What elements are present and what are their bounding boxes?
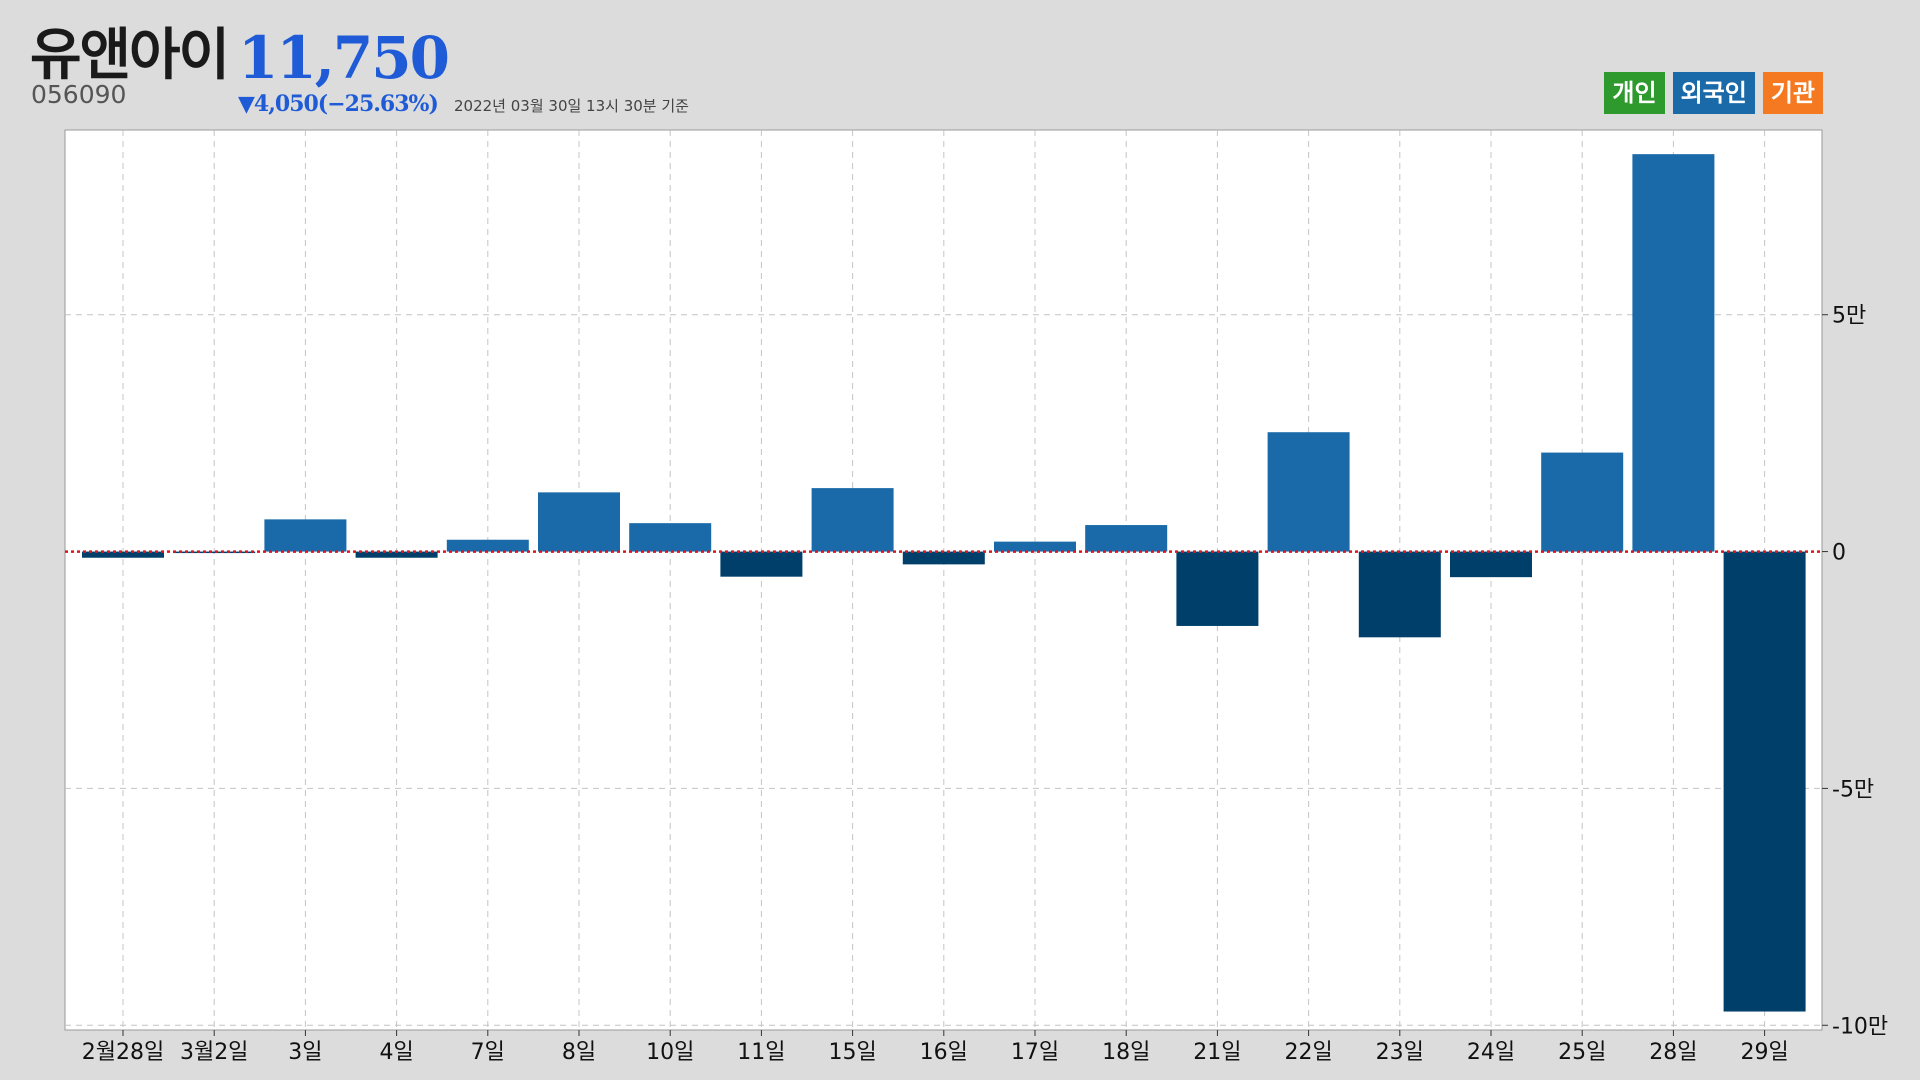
x-tick-label: 11일 — [737, 1040, 785, 1065]
legend-institution[interactable]: 기관 — [1762, 72, 1823, 114]
bar — [629, 523, 712, 552]
as-of-timestamp: 2022년 03월 30일 13시 30분 기준 — [454, 97, 689, 115]
bar — [538, 492, 620, 552]
x-tick-label: 3일 — [288, 1040, 322, 1065]
y-tick-label: -5만 — [1832, 777, 1874, 802]
legend-foreign[interactable]: 외국인 — [1672, 72, 1755, 114]
bar — [82, 551, 164, 558]
x-tick-label: 29일 — [1740, 1040, 1788, 1065]
bar — [994, 541, 1076, 552]
x-tick-label: 17일 — [1011, 1040, 1059, 1065]
x-tick-label: 18일 — [1102, 1040, 1150, 1065]
bar — [355, 551, 438, 558]
y-tick-label: 5만 — [1832, 304, 1866, 329]
bar — [446, 539, 529, 552]
bar — [1176, 551, 1259, 626]
x-tick-label: 7일 — [471, 1040, 505, 1065]
bar — [1450, 551, 1532, 578]
x-tick-label: 10일 — [646, 1040, 694, 1065]
x-tick-label: 8일 — [562, 1040, 596, 1065]
x-tick-label: 21일 — [1193, 1040, 1241, 1065]
bar — [264, 519, 347, 552]
bar — [902, 551, 985, 565]
bar — [1358, 551, 1441, 638]
bar — [1632, 154, 1715, 552]
x-tick-label: 25일 — [1558, 1040, 1606, 1065]
legend: 개인 외국인 기관 — [1604, 72, 1823, 114]
bar — [1267, 432, 1350, 552]
stock-name: 유앤아이 — [30, 23, 230, 88]
bar — [173, 551, 256, 554]
x-tick-label: 23일 — [1376, 1040, 1424, 1065]
x-tick-label: 24일 — [1467, 1040, 1515, 1065]
x-tick-label: 22일 — [1284, 1040, 1332, 1065]
stock-price: 11,750 — [238, 24, 450, 92]
x-tick-label: 28일 — [1649, 1040, 1697, 1065]
legend-individual[interactable]: 개인 — [1604, 72, 1665, 114]
bar — [1085, 525, 1168, 552]
bar — [1723, 551, 1806, 1012]
x-tick-label: 15일 — [828, 1040, 876, 1065]
bar — [1541, 452, 1624, 552]
bar — [720, 551, 803, 577]
stock-code: 056090 — [31, 80, 127, 109]
x-tick-label: 16일 — [920, 1040, 968, 1065]
price-change: ▼4,050(−25.63%) — [238, 91, 439, 117]
x-tick-label: 4일 — [379, 1040, 413, 1065]
x-tick-label: 2월28일 — [82, 1040, 164, 1065]
x-tick-label: 3월2일 — [180, 1040, 248, 1065]
y-tick-label: -10만 — [1832, 1014, 1888, 1039]
y-tick-label: 0 — [1832, 541, 1846, 566]
bar — [811, 488, 894, 552]
